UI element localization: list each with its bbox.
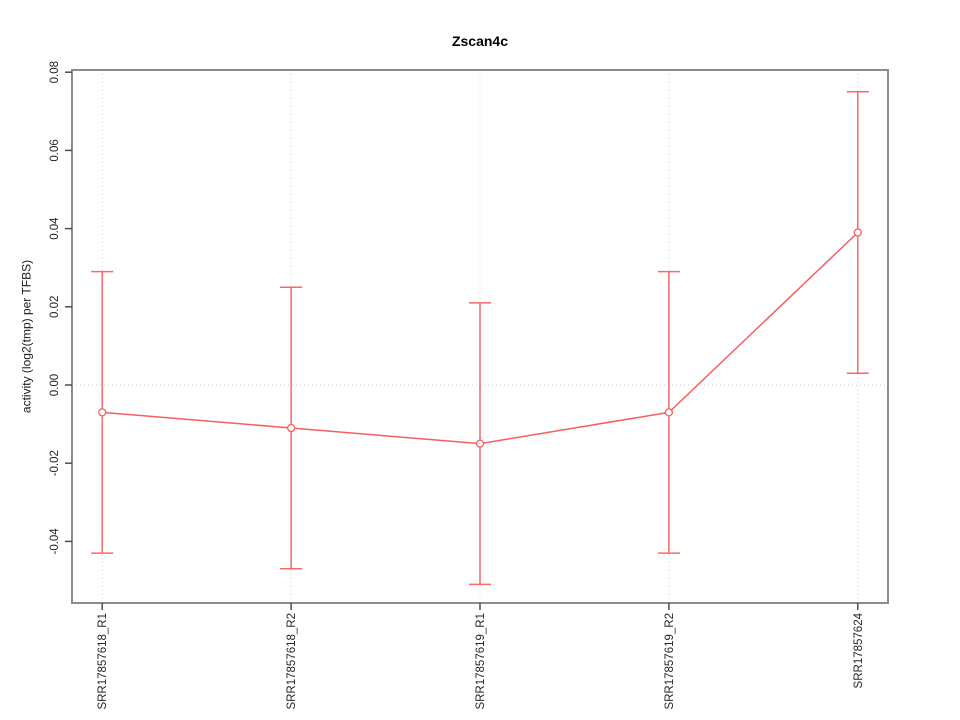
x-tick-label: SRR17857618_R2 xyxy=(286,613,298,710)
data-point-marker xyxy=(475,439,485,448)
y-tick-label: 0.08 xyxy=(49,61,61,83)
data-point-marker xyxy=(853,228,862,237)
y-tick-label: -0.04 xyxy=(49,528,61,555)
x-tick-label: SRR17857619_R1 xyxy=(475,613,487,710)
x-tick-label: SRR17857624 xyxy=(853,612,865,688)
y-tick-label: 0.06 xyxy=(49,139,61,161)
data-point-marker xyxy=(286,423,296,433)
data-point-marker xyxy=(664,408,674,417)
x-tick-label: SRR17857619_R2 xyxy=(664,613,676,710)
y-tick-label: 0.02 xyxy=(49,296,61,318)
plot-title: Zscan4c xyxy=(451,33,509,49)
y-tick-label: -0.02 xyxy=(49,450,61,476)
y-tick-label: 0.04 xyxy=(49,217,61,240)
data-point-marker xyxy=(98,408,107,417)
y-tick-label: 0.00 xyxy=(49,374,61,396)
x-tick-label: SRR17857618_R1 xyxy=(97,613,109,710)
